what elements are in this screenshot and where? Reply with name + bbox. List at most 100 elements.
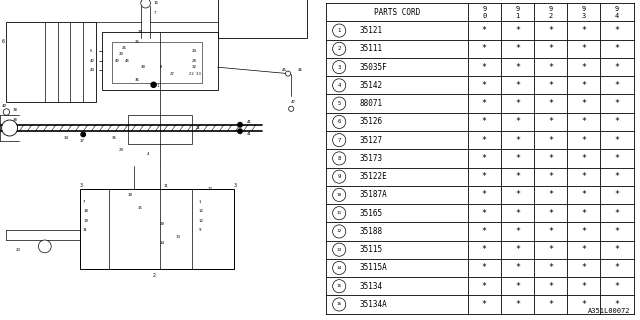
Text: 16: 16	[154, 1, 159, 5]
Circle shape	[38, 240, 51, 253]
Circle shape	[333, 60, 346, 74]
Text: 45: 45	[282, 68, 287, 72]
Circle shape	[333, 243, 346, 256]
Text: 25: 25	[134, 40, 140, 44]
Text: 43: 43	[90, 68, 95, 72]
Circle shape	[2, 120, 18, 136]
Text: 49: 49	[115, 59, 120, 63]
Circle shape	[285, 71, 291, 76]
Text: *: *	[482, 282, 487, 291]
Text: 7: 7	[337, 138, 341, 143]
Text: 35187A: 35187A	[360, 190, 388, 199]
Text: 35121: 35121	[360, 26, 383, 35]
Text: 9: 9	[582, 6, 586, 12]
Text: 5: 5	[337, 101, 341, 106]
Circle shape	[333, 225, 346, 238]
Text: *: *	[614, 99, 620, 108]
Text: *: *	[614, 44, 620, 53]
Text: *: *	[515, 136, 520, 145]
Text: *: *	[482, 209, 487, 218]
Text: *: *	[548, 154, 553, 163]
Bar	[102, 32, 218, 90]
Text: *: *	[482, 117, 487, 126]
Text: *: *	[614, 263, 620, 272]
Text: 37: 37	[80, 139, 85, 143]
Text: *: *	[614, 209, 620, 218]
Text: *: *	[482, 26, 487, 35]
Circle shape	[333, 298, 346, 311]
Text: *: *	[482, 154, 487, 163]
Text: *: *	[548, 300, 553, 309]
Text: *: *	[614, 172, 620, 181]
Circle shape	[333, 24, 346, 37]
Text: *: *	[614, 190, 620, 199]
Text: 11: 11	[163, 184, 168, 188]
Text: 0: 0	[482, 12, 486, 19]
Text: *: *	[581, 117, 586, 126]
Circle shape	[289, 106, 294, 111]
Text: *: *	[614, 117, 620, 126]
Text: 24: 24	[192, 49, 197, 53]
Text: *: *	[482, 172, 487, 181]
Text: 8: 8	[160, 65, 163, 69]
Text: 35173: 35173	[360, 154, 383, 163]
Text: *: *	[482, 245, 487, 254]
Text: *: *	[548, 99, 553, 108]
Circle shape	[3, 109, 10, 115]
Text: *: *	[515, 300, 520, 309]
Text: *: *	[581, 300, 586, 309]
Text: *: *	[614, 227, 620, 236]
Text: 35134: 35134	[360, 282, 383, 291]
Text: *: *	[581, 81, 586, 90]
Text: *: *	[482, 99, 487, 108]
Text: *: *	[581, 154, 586, 163]
Text: 9: 9	[337, 174, 341, 179]
Text: 41: 41	[246, 132, 252, 136]
Text: 35115: 35115	[360, 245, 383, 254]
Text: *: *	[581, 172, 586, 181]
Text: *: *	[548, 26, 553, 35]
Text: *: *	[515, 227, 520, 236]
Text: 22 33: 22 33	[189, 72, 201, 76]
Text: *: *	[548, 63, 553, 72]
Text: 35126: 35126	[360, 117, 383, 126]
Text: *: *	[515, 99, 520, 108]
Bar	[128, 115, 192, 144]
Text: 88071: 88071	[360, 99, 383, 108]
Text: 5: 5	[90, 49, 92, 53]
Text: 35142: 35142	[360, 81, 383, 90]
Text: 1: 1	[337, 28, 341, 33]
Text: *: *	[614, 154, 620, 163]
Text: *: *	[581, 99, 586, 108]
Text: 14: 14	[160, 241, 165, 245]
Text: *: *	[614, 300, 620, 309]
Text: 25: 25	[138, 30, 143, 34]
Text: 13: 13	[337, 248, 342, 252]
Text: *: *	[548, 245, 553, 254]
Circle shape	[238, 123, 243, 127]
Text: *: *	[581, 190, 586, 199]
Text: 10: 10	[337, 193, 342, 197]
Text: *: *	[482, 136, 487, 145]
Text: *: *	[548, 117, 553, 126]
Circle shape	[333, 280, 346, 293]
Circle shape	[333, 261, 346, 275]
Text: 9: 9	[615, 6, 619, 12]
Text: 10: 10	[128, 193, 133, 197]
Text: 6: 6	[337, 119, 341, 124]
Text: *: *	[482, 190, 487, 199]
Circle shape	[333, 152, 346, 165]
Text: *: *	[581, 26, 586, 35]
Text: *: *	[482, 227, 487, 236]
Circle shape	[333, 97, 346, 110]
Text: 8: 8	[337, 156, 341, 161]
Text: *: *	[548, 209, 553, 218]
Bar	[218, 0, 307, 38]
Text: 48: 48	[125, 59, 129, 63]
Circle shape	[151, 82, 156, 87]
Text: *: *	[614, 282, 620, 291]
Text: 35165: 35165	[360, 209, 383, 218]
Text: 41: 41	[246, 120, 252, 124]
Bar	[6, 22, 96, 102]
Text: *: *	[614, 26, 620, 35]
